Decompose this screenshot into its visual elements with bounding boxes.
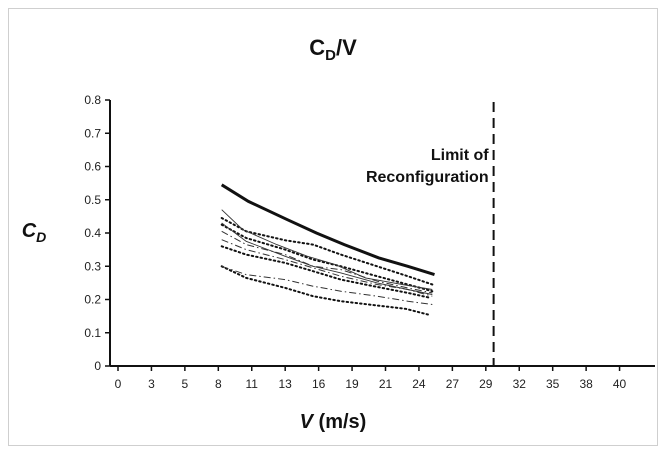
x-tick-label: 32 xyxy=(513,377,527,391)
axes xyxy=(109,100,655,367)
x-axis-title-units: (m/s) xyxy=(313,411,366,433)
x-tick-label: 19 xyxy=(345,377,359,391)
ticks: 00.10.20.30.40.50.60.70.80 3 5 8 11 13 16 19 21 2… xyxy=(84,93,626,391)
chart-title-tail: /V xyxy=(336,35,357,60)
series-line-5 xyxy=(220,265,429,316)
x-tick-label: 21 xyxy=(379,377,393,391)
x-tick-label: 16 xyxy=(312,377,326,391)
x-tick-label: 29 xyxy=(479,377,493,391)
series-line-3 xyxy=(220,223,434,293)
y-tick-label: 0.6 xyxy=(84,160,101,174)
x-tick-label: 3 xyxy=(148,377,155,391)
x-tick-label: 11 xyxy=(246,377,259,391)
series-group xyxy=(220,183,435,316)
x-tick-label: 5 xyxy=(182,377,189,391)
y-tick-label: 0.8 xyxy=(84,93,101,107)
series-line-1 xyxy=(220,183,435,277)
y-axis-title-main: C xyxy=(22,220,37,242)
x-axis-title-main: V xyxy=(300,411,315,433)
x-tick-label: 35 xyxy=(546,377,560,391)
x-tick-label: 38 xyxy=(579,377,593,391)
chart-frame xyxy=(8,8,658,446)
x-tick-label: 8 xyxy=(215,377,222,391)
y-tick-label: 0.7 xyxy=(84,126,101,140)
chart-title: CD/V xyxy=(309,35,357,64)
y-tick-label: 0.1 xyxy=(84,326,101,340)
x-tick-label: 0 xyxy=(115,377,122,391)
series-line-4 xyxy=(220,245,432,299)
x-axis-title: V (m/s) xyxy=(300,411,367,433)
series-line-6 xyxy=(221,209,433,290)
series-line-7 xyxy=(221,222,433,295)
x-tick-label: 27 xyxy=(446,377,460,391)
limit-annotation-line-2: Reconfiguration xyxy=(366,169,489,186)
x-tick-label: 24 xyxy=(412,377,426,391)
limit-annotation-line-1: Limit of xyxy=(431,147,489,164)
series-line-10 xyxy=(221,265,433,305)
y-tick-label: 0.2 xyxy=(84,293,101,307)
y-axis-title-subscript: D xyxy=(36,229,46,245)
y-axis-title: CD xyxy=(22,220,47,245)
x-tick-label: 13 xyxy=(279,377,293,391)
series-line-9 xyxy=(221,239,433,297)
y-tick-label: 0.5 xyxy=(84,193,101,207)
y-tick-label: 0.3 xyxy=(84,259,101,273)
y-tick-label: 0 xyxy=(94,359,101,373)
annotation-group: Limit of Reconfiguration xyxy=(366,102,495,366)
series-line-8 xyxy=(221,230,433,294)
x-tick-label: 40 xyxy=(613,377,627,391)
series-line-2 xyxy=(220,217,434,286)
chart-title-main: C xyxy=(309,35,325,60)
y-tick-label: 0.4 xyxy=(84,226,101,240)
chart-title-subscript: D xyxy=(325,47,336,64)
